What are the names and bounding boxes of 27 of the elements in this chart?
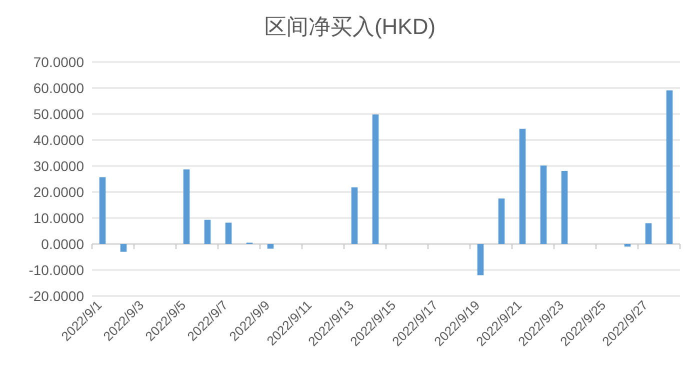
bar	[645, 223, 652, 244]
bar	[561, 170, 568, 244]
y-tick-label: 20.0000	[33, 184, 84, 200]
bar	[99, 177, 106, 244]
y-tick-label: -20.0000	[28, 288, 84, 304]
y-tick-label: 30.0000	[33, 158, 84, 174]
bar	[519, 128, 526, 244]
chart-title: 区间净买入(HKD)	[264, 14, 436, 39]
bar	[183, 169, 190, 244]
y-tick-label: 0.0000	[41, 236, 84, 252]
bar	[666, 90, 673, 244]
y-tick-label: -10.0000	[28, 262, 84, 278]
y-tick-label: 40.0000	[33, 132, 84, 148]
bar	[372, 114, 379, 244]
y-tick-label: 70.0000	[33, 54, 84, 70]
y-tick-label: 50.0000	[33, 106, 84, 122]
bar	[498, 198, 505, 244]
bar	[540, 165, 547, 244]
bar	[225, 222, 232, 244]
bar	[351, 187, 358, 244]
bar	[204, 220, 211, 244]
y-tick-label: 60.0000	[33, 80, 84, 96]
y-tick-label: 10.0000	[33, 210, 84, 226]
bar	[477, 244, 484, 276]
bar	[267, 244, 274, 249]
bar	[624, 244, 631, 247]
bar	[120, 244, 127, 252]
